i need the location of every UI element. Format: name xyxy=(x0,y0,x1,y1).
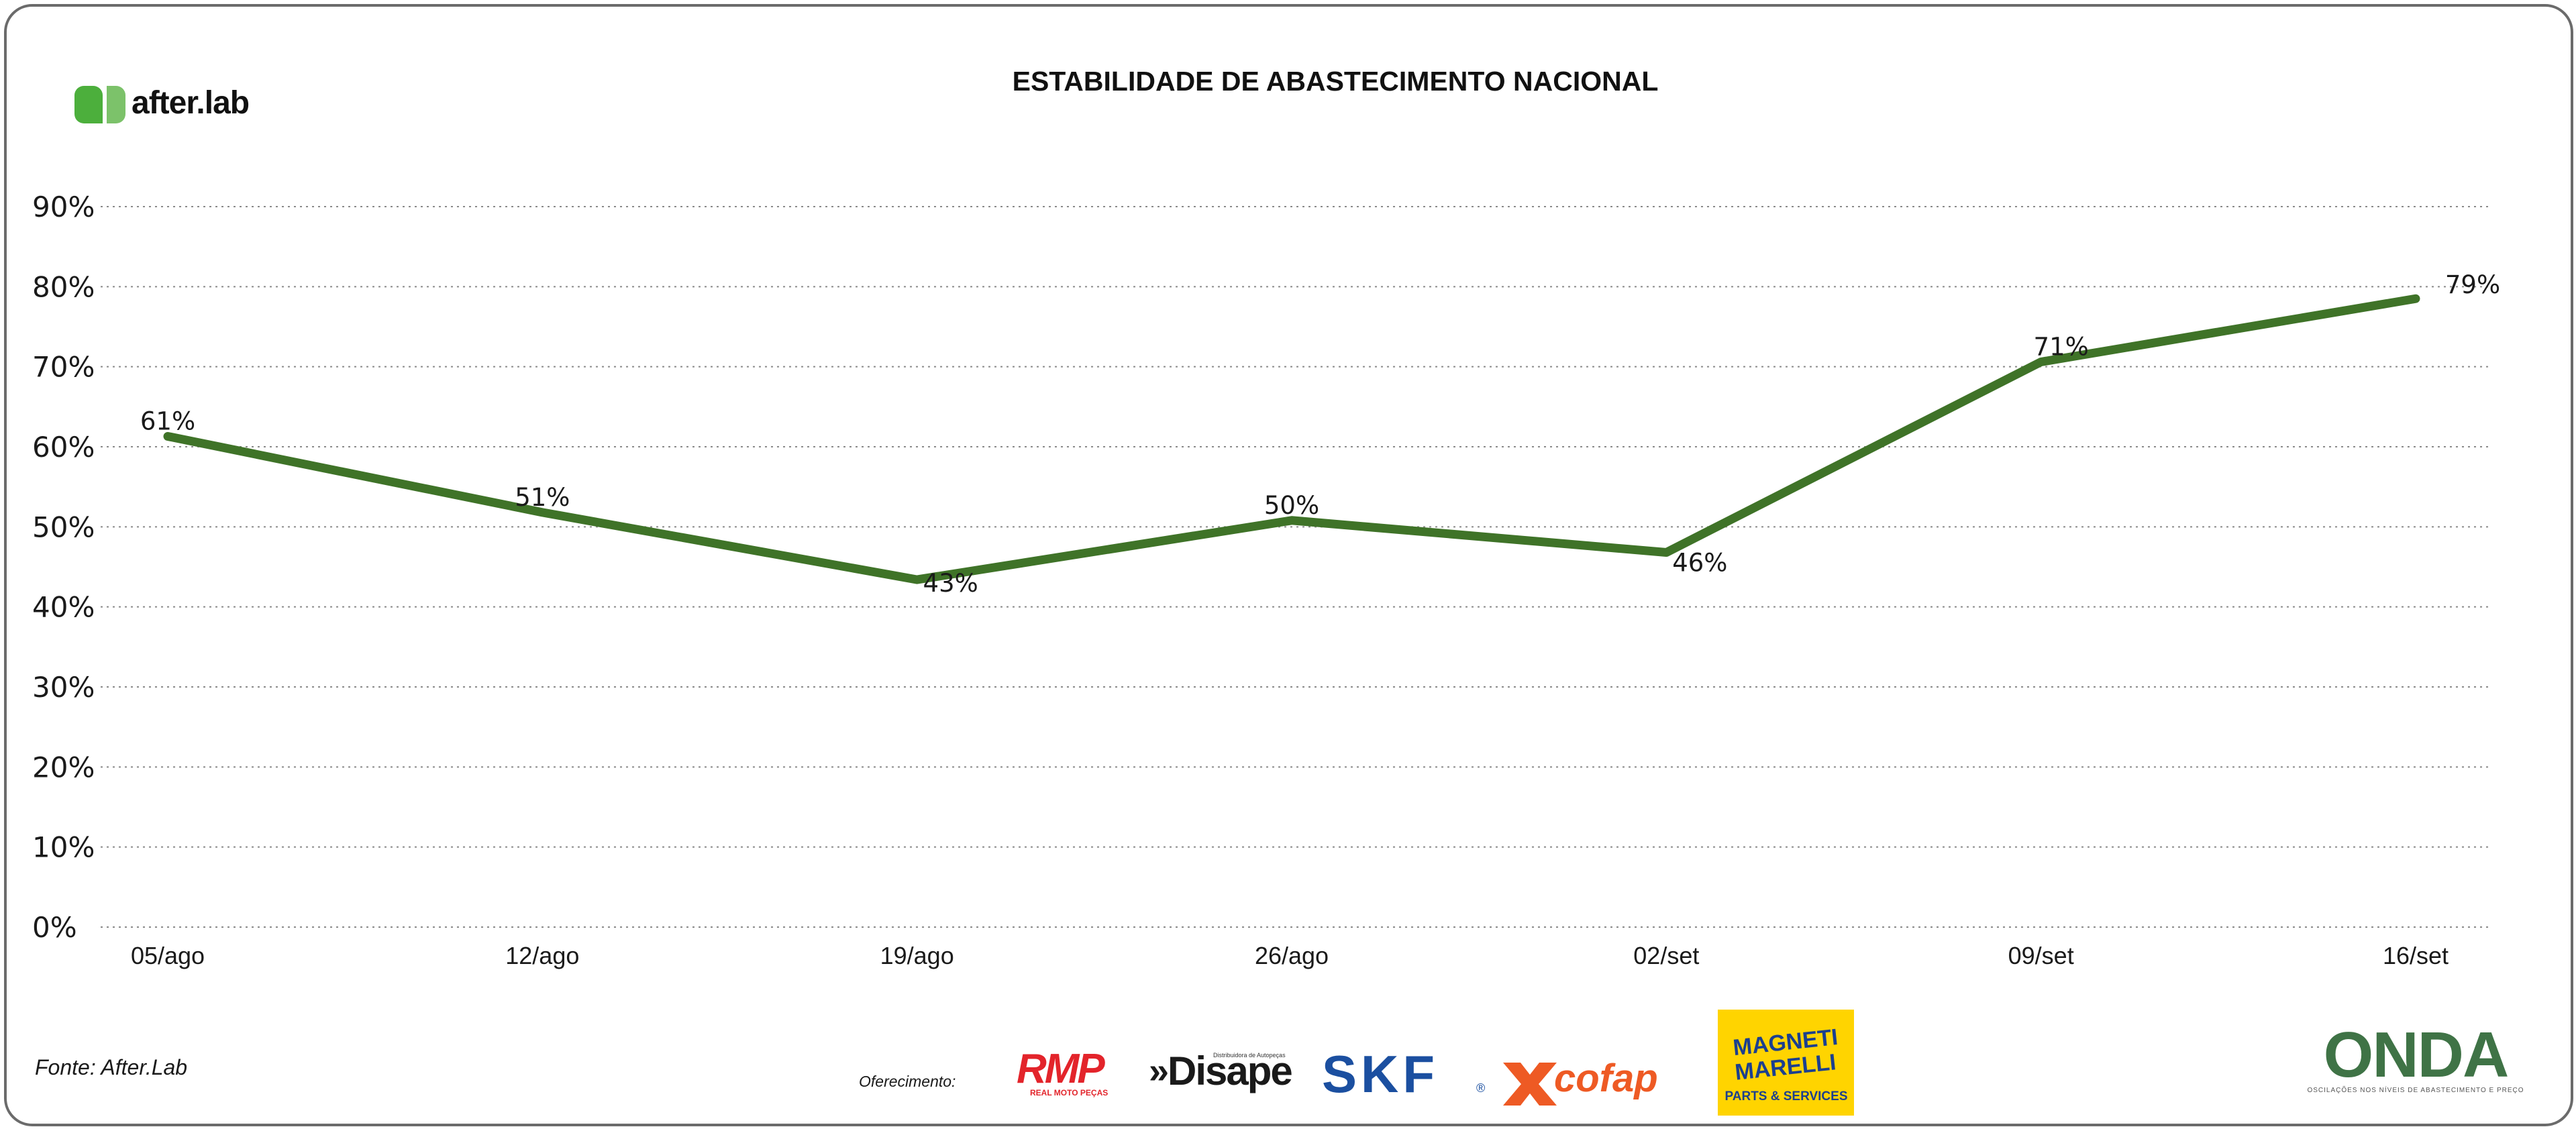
disape-logo: Distribuidora de Autopeças » Disape xyxy=(1149,1049,1293,1093)
cofap-logo-name: cofap xyxy=(1554,1057,1658,1100)
x-tick-label: 16/set xyxy=(2383,942,2449,969)
data-label: 51% xyxy=(515,483,570,512)
data-labels: 61% 51% 43% 50% 46% 71% 79% xyxy=(140,270,2500,598)
skf-logo-name: SKF xyxy=(1322,1044,1439,1104)
disape-logo-prefix: » xyxy=(1149,1051,1169,1091)
y-axis-ticks: 0% 10% 20% 30% 40% 50% 60% 70% 80% 90% xyxy=(32,191,95,944)
onda-logo-name: ONDA xyxy=(2324,1019,2508,1091)
data-label: 79% xyxy=(2445,270,2500,299)
onda-logo: ONDA OSCILAÇÕES NOS NÍVEIS DE ABASTECIME… xyxy=(2307,1019,2524,1094)
y-tick-label: 20% xyxy=(32,751,95,784)
after-lab-logo-icon xyxy=(74,86,125,123)
y-tick-label: 40% xyxy=(32,591,95,624)
chart-title: ESTABILIDADE DE ABASTECIMENTO NACIONAL xyxy=(1013,66,1659,97)
brand-name: after.lab xyxy=(132,85,249,121)
x-tick-label: 12/ago xyxy=(505,942,579,969)
rmp-logo: RMP REAL MOTO PEÇAS xyxy=(1017,1046,1108,1097)
cofap-x-icon xyxy=(1503,1063,1557,1106)
skf-logo: SKF ® xyxy=(1322,1044,1485,1104)
disape-logo-name: Disape xyxy=(1168,1049,1292,1093)
x-tick-label: 26/ago xyxy=(1255,942,1329,969)
y-tick-label: 30% xyxy=(32,671,95,704)
magneti-marelli-badge xyxy=(1718,1010,1854,1116)
disape-logo-tagline: Distribuidora de Autopeças xyxy=(1213,1052,1286,1059)
data-label: 43% xyxy=(923,569,978,598)
data-label: 61% xyxy=(140,407,195,435)
series-line-0 xyxy=(163,294,2420,584)
data-label: 50% xyxy=(1264,491,1319,520)
grid-lines xyxy=(101,206,2488,928)
y-tick-label: 0% xyxy=(32,911,77,944)
y-tick-label: 50% xyxy=(32,510,95,543)
y-tick-label: 60% xyxy=(32,431,95,464)
y-tick-label: 80% xyxy=(32,270,95,303)
onda-logo-tagline: OSCILAÇÕES NOS NÍVEIS DE ABASTECIMENTO E… xyxy=(2307,1085,2524,1094)
x-tick-label: 19/ago xyxy=(880,942,954,969)
rmp-logo-subtitle: REAL MOTO PEÇAS xyxy=(1030,1088,1108,1097)
rmp-logo-name: RMP xyxy=(1017,1046,1105,1092)
y-tick-label: 10% xyxy=(32,831,95,864)
y-tick-label: 90% xyxy=(32,191,95,223)
magneti-marelli-subtitle: PARTS & SERVICES xyxy=(1724,1089,1847,1104)
x-tick-label: 02/set xyxy=(1633,942,1699,969)
skf-logo-mark: ® xyxy=(1476,1081,1485,1095)
y-tick-label: 70% xyxy=(32,351,95,384)
data-label: 46% xyxy=(1672,549,1727,578)
cofap-logo: cofap xyxy=(1503,1057,1658,1106)
chart-card xyxy=(4,4,2573,1126)
source-note: Fonte: After.Lab xyxy=(35,1055,187,1079)
x-tick-label: 09/set xyxy=(2008,942,2074,969)
x-axis-ticks: 05/ago 12/ago 19/ago 26/ago 02/set 09/set 16/s… xyxy=(131,942,2449,969)
series-layer xyxy=(163,294,2420,584)
after-lab-logo: after.lab xyxy=(74,85,250,123)
magneti-marelli-logo: MAGNETI MARELLI PARTS & SERVICES xyxy=(1718,1010,1854,1116)
x-tick-label: 05/ago xyxy=(131,942,205,969)
sponsor-label: Oferecimento: xyxy=(859,1073,956,1090)
data-label: 71% xyxy=(2034,333,2089,362)
